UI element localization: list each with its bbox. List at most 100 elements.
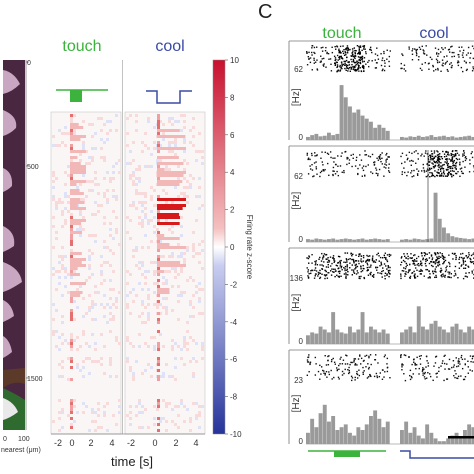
raster-spike [323,63,325,65]
raster-spike [375,372,378,375]
psth-bar [442,441,446,444]
raster-spike [438,158,440,161]
colorbar-tick: 4 [230,168,235,177]
raster-spike [447,151,449,153]
raster-spike [452,162,454,164]
heatmap-cell [157,183,180,186]
raster-spike [307,55,310,58]
psth-bar [416,435,421,444]
heatmap-cell [85,162,88,165]
raster-spike [447,168,449,171]
raster-spike [336,66,338,69]
raster-spike [366,266,369,269]
raster-spike [358,70,360,72]
heatmap-cell [157,219,160,222]
heatmap-cell [100,426,103,429]
raster-spike [338,364,340,367]
heatmap-cell [70,165,86,168]
heatmap-cell [135,168,138,171]
raster-spike [338,272,341,275]
raster-spike [359,46,362,48]
heatmap-cell [115,198,118,201]
heatmap-cell [174,276,177,279]
raster-spike [345,273,347,276]
raster-spike [455,157,458,160]
raster-spike [433,152,436,154]
heatmap-cell [76,228,79,231]
heatmap-cell [157,210,160,213]
heatmap-cell [52,195,55,198]
heatmap-cell [103,315,106,318]
raster-spike [416,168,418,170]
raster-spike [321,273,323,275]
heatmap-cell [157,117,160,120]
psth-bar [446,233,451,242]
raster-spike [423,171,426,173]
heatmap-cell [109,222,112,225]
raster-spike [430,254,433,256]
heatmap-cell [52,267,55,270]
heatmap-cell [129,366,132,369]
heatmap-cell [159,417,162,420]
heatmap-cell [157,258,160,261]
heatmap-cell [64,222,67,225]
raster-spike [437,165,439,167]
raster-spike [306,361,309,363]
heatmap-cell [201,240,204,243]
heatmap-cell [165,192,168,195]
heatmap-cell [112,177,115,180]
raster-spike [435,58,438,61]
heatmap-cell [144,369,147,372]
raster-spike [458,154,460,156]
heatmap-cell [162,138,165,141]
raster-spike [461,264,463,266]
raster-spike [333,161,335,163]
psth-bar [437,136,442,140]
raster-spike [353,361,355,363]
raster-spike [428,164,431,166]
raster-spike [384,371,386,373]
raster-spike [442,256,445,258]
raster-spike [421,255,423,257]
heatmap-cell [177,243,180,246]
raster-spike [340,67,342,69]
raster-spike [307,361,310,363]
raster-spike [356,364,358,366]
raster-spike [403,255,406,258]
heatmap-cell [55,204,58,207]
raster-spike [452,258,454,260]
raster-spike [352,68,354,71]
raster-spike [460,375,462,377]
raster-spike [363,370,365,372]
heatmap-cell [198,186,201,189]
heatmap-cell [177,300,180,303]
raster-spike [464,260,467,263]
raster-spike [334,275,336,278]
raster-spike [345,272,347,274]
raster-spike [452,154,454,156]
heatmap-cell [183,138,186,141]
raster-spike [441,157,444,160]
raster-spike [411,53,414,55]
heatmap-cell [82,141,85,144]
heatmap-cell [132,249,135,252]
heatmap-cell [177,120,180,123]
raster-spike [352,60,355,62]
raster-spike [405,271,407,273]
raster-spike [467,256,470,258]
raster-spike [334,45,336,48]
raster-spike [388,171,391,174]
heatmap-cell [85,195,88,198]
raster-spike [339,70,341,72]
raster-spike [364,175,366,177]
raster-spike [401,67,403,70]
raster-spike [319,276,322,279]
heatmap-cell [157,246,186,249]
raster-spike [359,56,361,59]
heatmap-cell [168,150,171,153]
raster-spike [339,69,342,71]
cool-stimulus-icon [146,90,192,104]
heatmap-cell [159,159,162,162]
heatmap-cell [88,180,91,183]
psth-bar [429,432,434,444]
